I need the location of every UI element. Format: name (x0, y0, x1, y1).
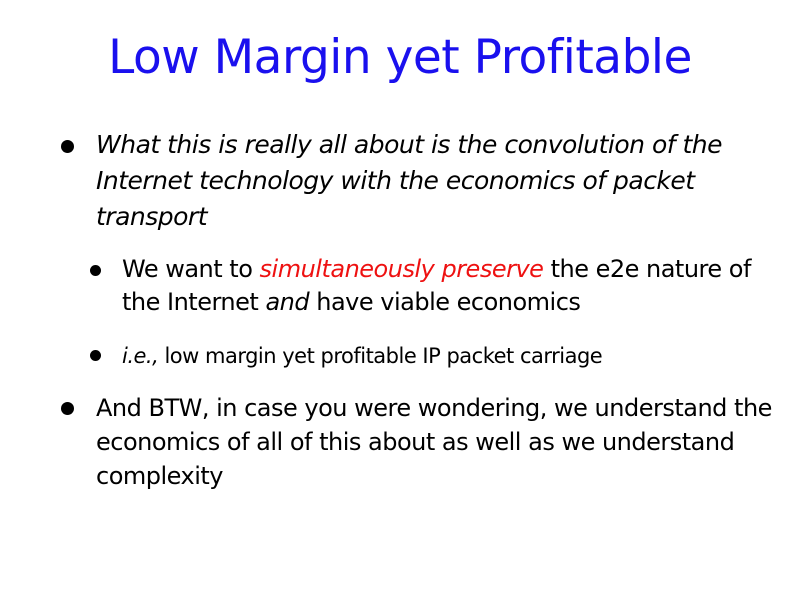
sub-bullet-dot (90, 265, 101, 276)
sub-bullet-2: i.e., low margin yet profitable IP packe… (122, 340, 772, 373)
sub-bullet-1: We want to simultaneously preserve the e… (122, 253, 772, 319)
sub-bullet-1-emph: and (265, 288, 310, 316)
bullet-dot (61, 140, 74, 153)
sub-bullet-1-pre: We want to (122, 255, 260, 283)
bullet-dot (61, 402, 74, 415)
bullet-1-text: What this is really all about is the con… (96, 130, 723, 231)
slide-title: Low Margin yet Profitable (108, 30, 692, 85)
sub-bullet-1-mid: the e2e nature of the Internet (122, 255, 751, 316)
sub-bullet-2-post: low margin yet profitable IP packet carr… (158, 344, 603, 368)
sub-bullet-1-highlight: simultaneously preserve (259, 255, 544, 283)
bullet-2-text: And BTW, in case you were wondering, we … (96, 394, 772, 490)
sub-bullet-dot (90, 350, 101, 361)
sub-bullet-2-emph: i.e., (122, 344, 159, 368)
sub-bullet-1-post: have viable economics (309, 288, 581, 316)
